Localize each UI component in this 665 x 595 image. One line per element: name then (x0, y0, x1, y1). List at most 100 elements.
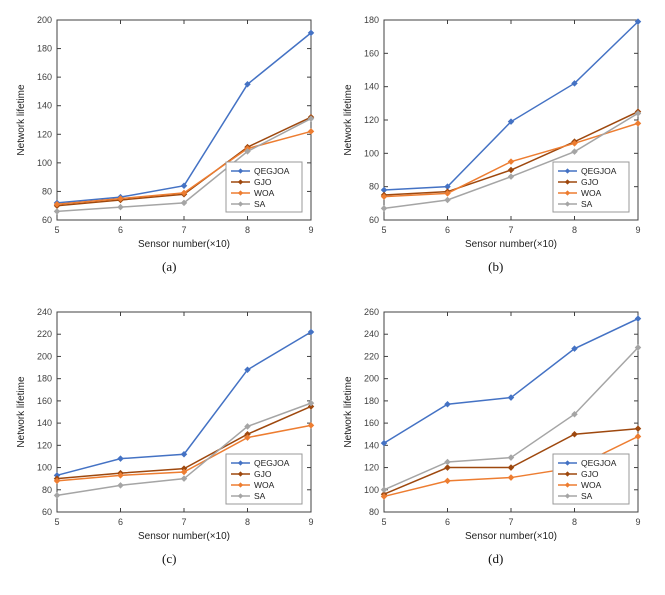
marker-gjo (507, 166, 515, 174)
marker-qegjoa (244, 366, 252, 373)
legend-label-woa: WOA (581, 188, 602, 198)
marker-qegjoa (507, 393, 515, 401)
marker-qegjoa (380, 186, 388, 194)
marker-sa (380, 205, 388, 212)
y-tick-label: 160 (364, 48, 379, 58)
y-tick-label: 100 (364, 148, 379, 158)
x-tick-label: 9 (635, 517, 640, 527)
y-tick-label: 80 (369, 182, 379, 192)
x-tick-label: 7 (182, 225, 187, 235)
legend-label-gjo: GJO (581, 469, 599, 479)
legend-label-qegjoa: QEGJOA (254, 166, 290, 176)
marker-woa (380, 492, 388, 500)
x-tick-label: 6 (445, 517, 450, 527)
legend-label-qegjoa: QEGJOA (254, 458, 290, 468)
y-tick-label: 120 (364, 115, 379, 125)
chart-a-plot: 60 80 100 120 140 160 180 200 5 6 7 8 9 Sensor number… (16, 15, 315, 250)
marker-gjo (570, 430, 578, 437)
marker-sa (570, 410, 578, 417)
marker-qegjoa (180, 450, 188, 457)
y-tick-label: 60 (42, 507, 52, 517)
legend-label-sa: SA (581, 491, 593, 501)
y-tick-label: 240 (37, 307, 52, 317)
y-tick-label: 100 (364, 484, 379, 494)
y-axis-label: Network lifetime (343, 376, 354, 448)
x-tick-label: 7 (182, 517, 187, 527)
marker-qegjoa (244, 81, 252, 88)
x-axis-label: Sensor number(×10) (138, 239, 230, 250)
y-tick-label: 100 (37, 158, 52, 168)
legend-marker-gjo (564, 179, 570, 185)
legend-marker-gjo (238, 179, 244, 185)
chart-d-caption: (d) (488, 550, 504, 566)
y-tick-label: 80 (42, 186, 52, 196)
x-tick-label: 8 (572, 517, 577, 527)
y-tick-label: 80 (369, 507, 379, 517)
y-tick-label: 120 (37, 440, 52, 450)
y-tick-label: 200 (37, 15, 52, 25)
marker-sa (443, 196, 451, 204)
marker-sa (634, 343, 642, 351)
y-tick-label: 140 (37, 418, 52, 428)
chart-a: 60 80 100 120 140 160 180 200 5 6 7 8 9 Sensor number… (11, 8, 327, 275)
y-axis-label: Network lifetime (16, 376, 27, 448)
marker-gjo (443, 463, 451, 471)
marker-woa (380, 193, 388, 200)
marker-sa (180, 474, 188, 482)
legend-marker-woa (564, 190, 570, 196)
y-tick-label: 240 (364, 329, 379, 339)
chart-b-plot: 60 80 100 120 140 160 180 5 6 7 8 9 Sensor number(×1… (343, 15, 642, 250)
marker-woa (244, 433, 252, 441)
legend-marker-sa (564, 201, 570, 207)
x-tick-label: 6 (118, 225, 123, 235)
marker-woa (117, 471, 125, 479)
chart-d: 80 100 120 140 160 180 200 220 240 260 5 6 7 8 9 Sensor… (338, 300, 654, 567)
legend-label-sa: SA (254, 491, 266, 501)
legend-label-qegjoa: QEGJOA (581, 458, 617, 468)
marker-sa (507, 453, 515, 461)
marker-woa (443, 190, 451, 197)
y-tick-label: 80 (42, 484, 52, 494)
y-tick-label: 260 (364, 307, 379, 317)
x-tick-label: 8 (245, 517, 250, 527)
y-tick-label: 140 (37, 101, 52, 111)
x-tick-label: 9 (635, 225, 640, 235)
y-tick-label: 180 (37, 44, 52, 54)
y-tick-label: 60 (369, 215, 379, 225)
y-tick-label: 140 (364, 82, 379, 92)
marker-sa (244, 422, 252, 430)
legend-label-qegjoa: QEGJOA (581, 166, 617, 176)
x-tick-label: 9 (309, 225, 314, 235)
legend-marker-woa (238, 190, 244, 196)
x-axis-label: Sensor number(×10) (138, 531, 230, 542)
y-tick-label: 160 (37, 395, 52, 405)
chart-c-plot: 60 80 100 120 140 160 180 200 220 240 5 6 7 8 9 Sensor … (16, 307, 315, 542)
y-tick-label: 180 (37, 373, 52, 383)
marker-sa (180, 199, 188, 207)
marker-qegjoa (443, 183, 451, 190)
legend-marker-qegjoa (564, 168, 570, 174)
x-tick-label: 8 (572, 225, 577, 235)
y-tick-label: 200 (37, 351, 52, 361)
y-tick-label: 160 (364, 418, 379, 428)
chart-c: 60 80 100 120 140 160 180 200 220 240 5 6 7 8 9 Sensor … (11, 300, 327, 567)
marker-gjo (507, 463, 515, 471)
y-axis-label: Network lifetime (16, 84, 27, 156)
legend-label-woa: WOA (254, 480, 275, 490)
y-tick-label: 220 (37, 329, 52, 339)
marker-woa (634, 432, 642, 440)
y-tick-label: 180 (364, 15, 379, 25)
y-tick-label: 60 (42, 215, 52, 225)
legend-label-woa: WOA (581, 480, 602, 490)
chart-c-caption: (c) (162, 550, 177, 566)
legend-marker-sa (238, 201, 244, 207)
marker-sa (380, 486, 388, 493)
x-tick-label: 8 (245, 225, 250, 235)
legend-marker-qegjoa (238, 168, 244, 174)
marker-sa (117, 203, 125, 211)
marker-qegjoa (443, 400, 451, 407)
y-tick-label: 180 (364, 395, 379, 405)
x-tick-label: 5 (55, 517, 60, 527)
x-axis-label: Sensor number(×10) (465, 531, 557, 542)
